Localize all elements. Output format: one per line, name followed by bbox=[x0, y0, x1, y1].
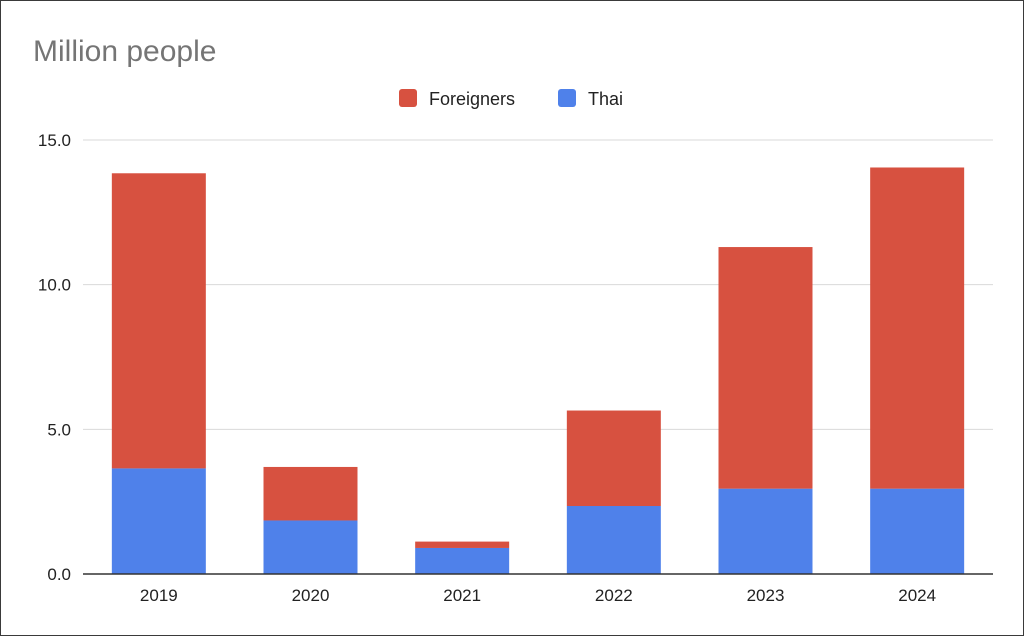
bar-foreigners-2022 bbox=[566, 410, 661, 507]
bar-foreigners-2020 bbox=[263, 466, 358, 521]
bar-thai-2022 bbox=[566, 506, 661, 574]
legend-swatch-foreigners bbox=[399, 89, 417, 107]
legend-label-thai: Thai bbox=[588, 89, 623, 109]
bar-thai-2024 bbox=[870, 488, 965, 574]
legend: Foreigners Thai bbox=[399, 89, 623, 109]
bar-foreigners-2019 bbox=[111, 173, 206, 469]
x-tick-label: 2019 bbox=[140, 586, 178, 605]
y-tick-label: 15.0 bbox=[38, 131, 71, 150]
chart-title: Million people bbox=[33, 35, 216, 68]
x-tick-label: 2023 bbox=[747, 586, 785, 605]
y-axis-ticks: 0.0 5.0 10.0 15.0 bbox=[38, 131, 71, 584]
x-tick-label: 2021 bbox=[443, 586, 481, 605]
legend-label-foreigners: Foreigners bbox=[429, 89, 515, 109]
legend-swatch-thai bbox=[558, 89, 576, 107]
bar-thai-2023 bbox=[718, 488, 813, 574]
x-tick-label: 2020 bbox=[292, 586, 330, 605]
y-tick-label: 5.0 bbox=[47, 420, 71, 439]
bar-foreigners-2023 bbox=[718, 247, 813, 489]
bar-thai-2019 bbox=[111, 468, 206, 574]
x-axis-ticks: 2019 2020 2021 2022 2023 2024 bbox=[140, 586, 936, 605]
x-tick-label: 2024 bbox=[898, 586, 936, 605]
bar-thai-2020 bbox=[263, 520, 358, 574]
bar-foreigners-2024 bbox=[870, 167, 965, 489]
y-tick-label: 0.0 bbox=[47, 565, 71, 584]
bar-thai-2021 bbox=[415, 547, 510, 574]
bars bbox=[111, 167, 965, 574]
x-tick-label: 2022 bbox=[595, 586, 633, 605]
bar-foreigners-2021 bbox=[415, 541, 510, 548]
y-tick-label: 10.0 bbox=[38, 276, 71, 295]
gridlines bbox=[83, 139, 993, 430]
